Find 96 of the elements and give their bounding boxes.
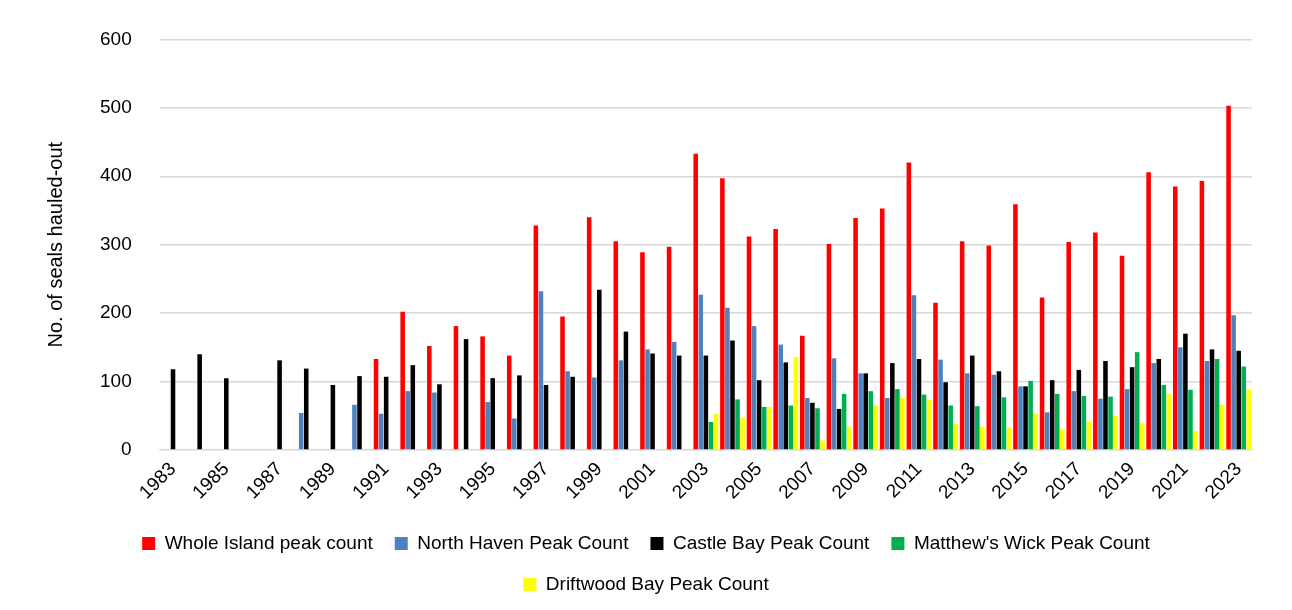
bar (766, 406, 772, 450)
y-tick-label: 100 (100, 369, 132, 391)
bar (357, 376, 362, 450)
bar (895, 389, 900, 450)
bar (1103, 361, 1108, 450)
bar (1013, 204, 1018, 450)
bar (303, 368, 309, 450)
legend-label: Castle Bay Peak Count (672, 531, 871, 553)
bar (437, 384, 442, 450)
bar (650, 353, 655, 450)
y-tick-label: 500 (100, 96, 132, 118)
bar (224, 378, 229, 450)
bar (948, 405, 953, 450)
bar (1156, 358, 1162, 450)
bar (783, 362, 789, 450)
bar (565, 371, 570, 450)
y-axis-title: No. of seals hauled-out (43, 141, 66, 348)
bar (820, 440, 825, 450)
bar (1018, 386, 1023, 450)
legend-label: Matthew's Wick Peak Count (913, 531, 1151, 553)
bar (1188, 389, 1193, 450)
bar (693, 153, 698, 450)
bar (735, 399, 740, 450)
bar (868, 391, 874, 450)
bar (432, 392, 437, 450)
bar (778, 344, 783, 450)
bar (512, 418, 517, 450)
bar (720, 178, 725, 450)
bar (1093, 232, 1098, 450)
bar (810, 402, 815, 450)
bar (480, 336, 485, 450)
bar (1033, 413, 1038, 450)
bar (1113, 415, 1118, 450)
bar (1066, 241, 1071, 450)
legend-label: Driftwood Bay Peak Count (545, 572, 770, 594)
bar (740, 417, 745, 450)
bar (1183, 333, 1188, 450)
bar (975, 406, 980, 450)
bar (197, 354, 202, 450)
bar (890, 363, 895, 450)
bar (938, 359, 943, 450)
bar (640, 252, 645, 450)
bar (485, 402, 490, 450)
bar (1060, 429, 1065, 450)
bar (400, 311, 405, 450)
bar (885, 397, 890, 450)
bar (1108, 396, 1113, 450)
bar (277, 360, 282, 450)
bar (805, 397, 810, 450)
y-tick-label: 300 (100, 232, 132, 254)
bar (969, 355, 975, 450)
bar (725, 307, 730, 450)
bar (405, 391, 411, 450)
bar (1151, 363, 1156, 450)
bar (1178, 347, 1183, 450)
bar (1172, 186, 1178, 450)
bar (900, 397, 905, 450)
y-tick-label: 200 (100, 301, 132, 323)
bar (427, 345, 432, 450)
bar (352, 404, 357, 450)
bar (1023, 386, 1028, 450)
bar (800, 335, 805, 450)
bar (953, 423, 959, 450)
bar (773, 228, 778, 450)
y-tick-label: 0 (121, 438, 132, 460)
bar (1193, 430, 1198, 450)
legend-label: Whole Island peak count (164, 531, 374, 553)
bar (1146, 172, 1151, 450)
bar (853, 218, 858, 450)
bar (1098, 398, 1103, 450)
y-tick-label: 400 (100, 164, 132, 186)
bar (570, 376, 575, 450)
bar (1236, 350, 1241, 450)
bar (591, 377, 597, 450)
bar (1139, 423, 1145, 450)
bar (863, 373, 868, 450)
bar (730, 340, 735, 450)
bar (490, 378, 495, 450)
bar (517, 375, 522, 450)
bar (506, 355, 512, 450)
bar (943, 382, 948, 450)
bar (1071, 391, 1077, 450)
bar (1054, 393, 1060, 450)
legend-label: North Haven Peak Count (417, 531, 630, 553)
bar (980, 426, 985, 450)
bar (1241, 366, 1247, 450)
bar (597, 289, 602, 450)
bar (1231, 315, 1236, 450)
bar (645, 349, 650, 450)
bar (815, 408, 820, 450)
bar (560, 316, 565, 450)
bar (933, 302, 938, 450)
bar (858, 373, 863, 450)
y-tick-label: 600 (100, 27, 132, 49)
bar (1226, 105, 1231, 450)
bar (1028, 380, 1033, 450)
